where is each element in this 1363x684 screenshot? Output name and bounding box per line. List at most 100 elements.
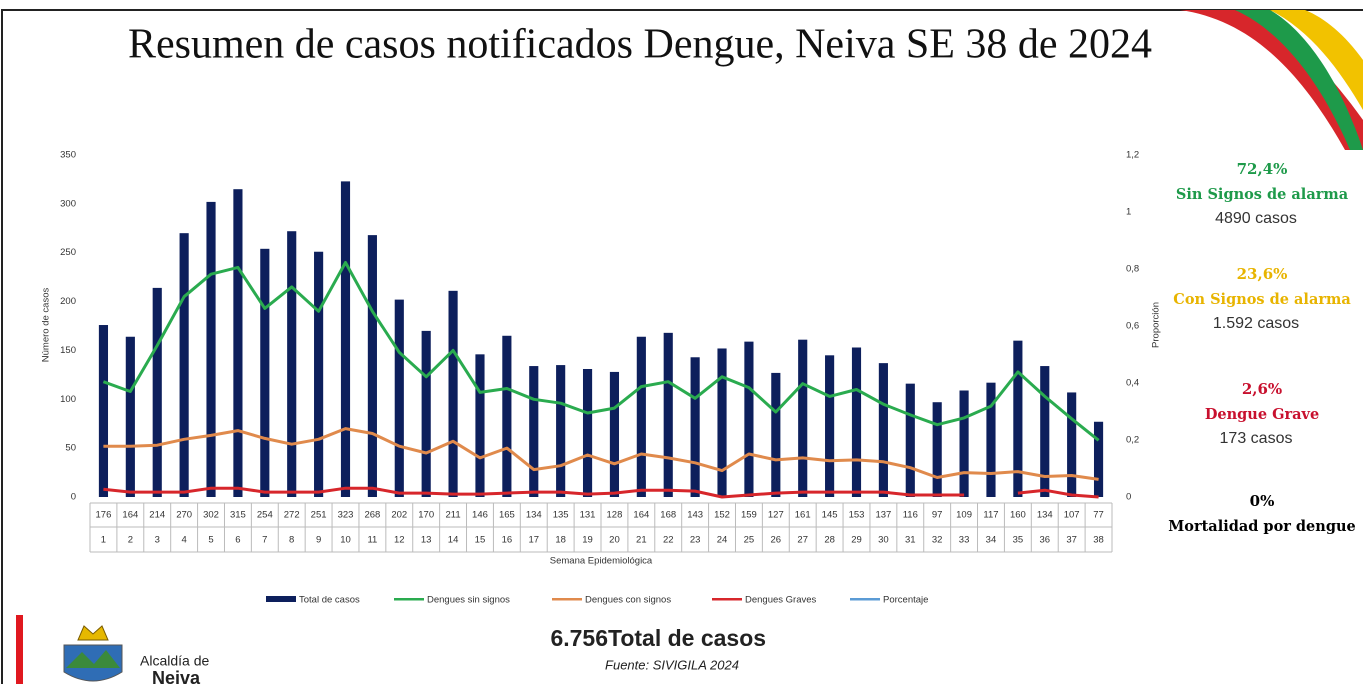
table-value: 165 [499, 510, 515, 521]
total-label: Total de casos [608, 625, 766, 651]
x-tick-label: 11 [367, 535, 377, 546]
logo-line1: Alcaldía de [140, 653, 209, 669]
x-tick-label: 5 [208, 535, 213, 546]
y-tick-label: 100 [60, 394, 76, 405]
x-tick-label: 32 [932, 535, 943, 546]
y-tick-label: 0 [71, 492, 76, 503]
legend-label: Dengues sin signos [427, 595, 510, 606]
summary-cases: 173 casos [1220, 430, 1293, 447]
summary-label: Con Signos de alarma [1173, 291, 1351, 308]
bar [395, 300, 404, 497]
table-value: 145 [822, 510, 838, 521]
table-value: 160 [1010, 510, 1026, 521]
bar [180, 233, 189, 497]
x-tick-label: 25 [744, 535, 755, 546]
y2-tick-label: 1 [1126, 207, 1131, 218]
table-value: 164 [122, 510, 138, 521]
y2-tick-label: 0,6 [1126, 321, 1139, 332]
x-tick-label: 6 [235, 535, 240, 546]
bar [960, 390, 969, 497]
x-tick-label: 1 [101, 535, 106, 546]
bar [99, 325, 108, 497]
bar [260, 249, 269, 497]
bar [852, 347, 861, 497]
summary-pct: 2,6% [1242, 380, 1282, 398]
bar [1067, 392, 1076, 497]
title: Resumen de casos notificados Dengue, Nei… [128, 22, 1152, 68]
bar [126, 337, 135, 497]
bar [717, 348, 726, 497]
bar [879, 363, 888, 497]
bar [664, 333, 673, 497]
table-value: 270 [176, 510, 192, 521]
x-tick-label: 38 [1093, 535, 1104, 546]
x-tick-label: 8 [289, 535, 294, 546]
table-value: 164 [633, 510, 649, 521]
bar [233, 189, 242, 497]
table-value: 168 [660, 510, 676, 521]
bar [825, 355, 834, 497]
x-tick-label: 9 [316, 535, 321, 546]
bar [502, 336, 511, 497]
x-tick-label: 12 [394, 535, 405, 546]
table-value: 302 [203, 510, 219, 521]
x-tick-label: 21 [636, 535, 647, 546]
bar [368, 235, 377, 497]
table-value: 146 [472, 510, 488, 521]
bar [206, 202, 215, 497]
x-tick-label: 3 [155, 535, 160, 546]
bar [529, 366, 538, 497]
legend-swatch [266, 596, 296, 602]
x-tick-label: 14 [448, 535, 459, 546]
bar [637, 337, 646, 497]
x-tick-label: 36 [1039, 535, 1050, 546]
table-value: 116 [903, 510, 918, 521]
red-bar [16, 615, 23, 684]
table-value: 134 [526, 510, 542, 521]
table-value: 134 [1037, 510, 1053, 521]
bar [906, 384, 915, 497]
y2-axis-label: Proporción [1151, 302, 1162, 348]
x-tick-label: 30 [878, 535, 889, 546]
legend-label: Dengues Graves [745, 595, 817, 606]
legend-label: Dengues con signos [585, 595, 671, 606]
logo-line2: Neiva [152, 668, 201, 684]
x-tick-label: 17 [528, 535, 539, 546]
y-tick-label: 150 [60, 345, 76, 356]
x-tick-label: 24 [717, 535, 728, 546]
table-value: 202 [391, 510, 407, 521]
legend-swatch [394, 598, 424, 601]
table-value: 152 [714, 510, 730, 521]
bar [422, 331, 431, 497]
x-tick-label: 13 [421, 535, 432, 546]
summary-label: Dengue Grave [1205, 406, 1319, 423]
bar [287, 231, 296, 497]
bar [314, 252, 323, 497]
table-value: 268 [364, 510, 380, 521]
slide: Resumen de casos notificados Dengue, Nei… [0, 0, 1363, 684]
bar [1094, 422, 1103, 497]
legend-swatch [712, 598, 742, 601]
bar [449, 291, 458, 497]
x-tick-label: 7 [262, 535, 267, 546]
x-tick-label: 35 [1013, 535, 1024, 546]
y2-tick-label: 0,8 [1126, 264, 1139, 275]
summary-label: Sin Signos de alarma [1176, 186, 1349, 203]
table-value: 97 [932, 510, 943, 521]
y2-tick-label: 1,2 [1126, 150, 1139, 161]
bar [744, 342, 753, 497]
bar [798, 340, 807, 497]
bar [475, 354, 484, 497]
bar [771, 373, 780, 497]
x-tick-label: 4 [181, 535, 186, 546]
y-tick-label: 300 [60, 198, 76, 209]
table-value: 214 [149, 510, 165, 521]
bar [691, 357, 700, 497]
table-value: 272 [284, 510, 300, 521]
table-value: 77 [1093, 510, 1104, 521]
y2-tick-label: 0,2 [1126, 435, 1139, 446]
x-tick-label: 18 [555, 535, 566, 546]
legend-swatch [850, 598, 880, 601]
bar [341, 181, 350, 497]
x-tick-label: 20 [609, 535, 620, 546]
